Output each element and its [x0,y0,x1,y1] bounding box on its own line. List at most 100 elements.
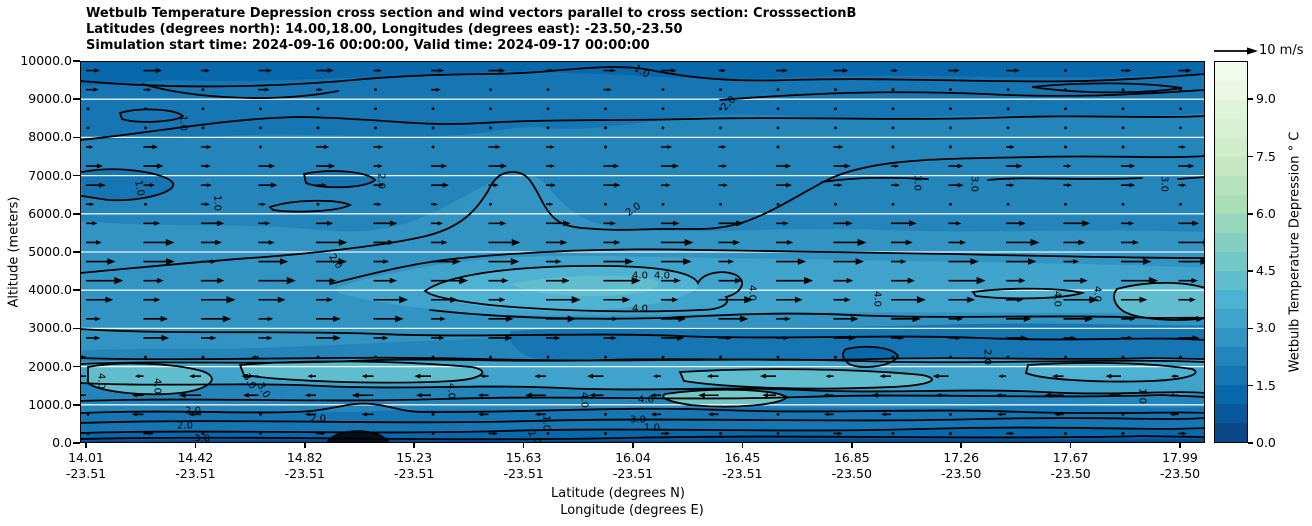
wind-arrow-head [932,373,939,379]
wind-arrow-head [759,373,766,379]
wind-arrow-head [762,393,768,398]
x-tick-label-lat: 17.26 [943,450,980,465]
wind-arrow-head [351,392,359,399]
contour-label: 1.0 [132,179,146,197]
wind-arrow-head [328,163,336,169]
wind-arrow-head [149,183,156,188]
wind-arrow-head [1149,277,1159,285]
y-tick-mark [73,365,80,368]
wind-dot [834,126,837,130]
wind-arrow-head [683,258,692,265]
wind-arrow-head [855,258,865,265]
wind-arrow-head [1186,68,1192,73]
wind-dot [776,145,780,149]
wind-dot [431,432,435,435]
wind-arrow-head [1108,393,1114,398]
wind-arrow-head [205,202,210,207]
colorbar-tick-mark [1248,98,1253,100]
x-tick-mark [1179,443,1181,448]
contour-label: 4.0 [632,304,648,315]
wind-dot [776,126,780,130]
wind-arrow-head [1073,259,1080,264]
colorbar-band [1215,119,1247,138]
fill-band [1026,362,1196,382]
wind-arrow-head [329,277,337,284]
wind-dot [431,355,435,359]
wind-arrow-head [268,240,275,245]
wind-arrow-head [307,374,313,379]
wind-arrow-head [562,277,570,284]
contour-fills [80,61,1205,444]
wind-arrow-head [895,183,901,188]
wind-arrow-head [1181,183,1187,187]
wind-arrow-head [842,68,849,73]
wind-dot [661,88,665,92]
wind-arrow-head [785,163,792,169]
wind-arrow-head [838,145,844,149]
contour-line [302,170,377,189]
contour-label: 4.0 [1052,291,1063,307]
wind-dot [949,412,952,416]
wind-dot [604,355,607,359]
wind-arrow-head [395,315,404,323]
wind-arrow-head [846,220,853,226]
colorbar-tick-label: 7.5 [1256,148,1276,164]
wind-arrow-head [327,220,334,226]
wind-arrow-head [549,68,555,73]
wind-arrow-head [916,296,926,304]
wind-arrow-head [361,412,367,417]
wind-arrow-head [326,297,333,303]
wind-arrow-head [441,163,448,169]
wind-arrow-head [844,163,851,169]
wind-arrow-head [1181,145,1187,149]
wind-arrow-head [261,202,267,207]
colorbar-tick-mark [1248,270,1253,272]
wind-arrow-head [414,373,421,379]
wind-arrow-head [277,296,286,303]
wind-arrow-head [416,392,422,398]
wind-dot [1064,355,1067,359]
wind-arrow-head [677,335,685,341]
wind-arrow-head [837,431,843,436]
wind-dot [259,145,262,149]
wind-arrow-head [114,277,124,285]
wind-dot [1179,126,1182,130]
wind-dot [489,126,492,130]
wind-arrow-head [613,163,620,169]
wind-arrow-head [726,335,733,341]
wind-dot [661,355,665,359]
wind-dot [489,355,492,359]
wind-dot [891,107,895,111]
wind-arrow-head [161,334,170,341]
wind-arrow-head [674,278,681,284]
wind-arrow-head [165,239,175,246]
wind-arrow-head [155,67,163,74]
y-tick-mark [73,174,80,177]
wind-arrow-head [134,374,140,379]
wind-arrow-head [251,355,256,359]
wind-dot [144,202,147,206]
wind-dot [1121,145,1125,149]
wind-dot [719,126,722,130]
wind-arrow-head [670,68,677,73]
wind-arrow-head [672,163,679,169]
contour-label: 4.0 [747,285,758,301]
wind-arrow-head [1030,238,1040,247]
wind-dot [431,107,435,111]
wind-arrow-head [740,315,749,323]
colorbar-band [1215,309,1247,328]
wind-arrow-head [1016,163,1023,169]
contour-line [1031,82,1183,94]
wind-arrow-head [1139,296,1148,303]
wind-dot [949,126,952,130]
quiver-key-label: 10 m/s [1259,43,1304,58]
wind-arrow-head [318,87,324,92]
contour-line [329,248,1206,285]
wind-dot [891,145,895,149]
wind-arrow-head [1020,335,1028,341]
contour-line [79,155,1206,274]
colorbar-tick-label: 0.0 [1256,435,1276,450]
wind-dot [776,202,780,206]
wind-arrow-head [459,277,469,285]
colorbar-band [1215,252,1247,271]
